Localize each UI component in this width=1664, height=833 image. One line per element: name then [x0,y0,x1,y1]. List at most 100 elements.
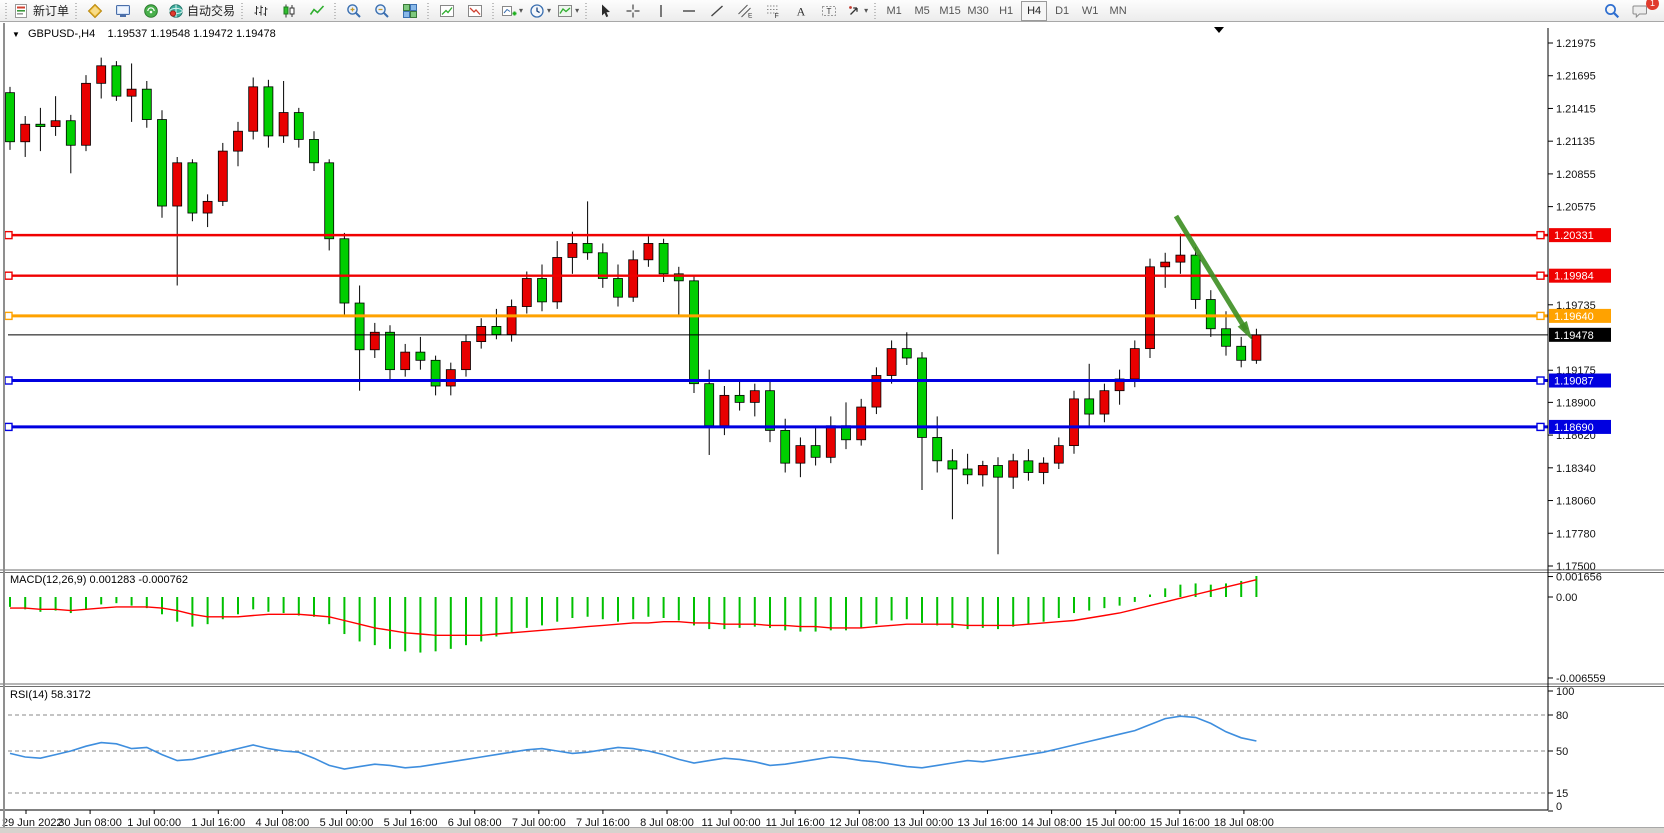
candle-body [1251,334,1262,361]
candle-body [96,65,107,84]
toolbar-grip[interactable] [74,2,80,19]
candle-body [780,430,791,464]
timeframe-m15-button[interactable]: M15 [939,4,961,17]
line-handle[interactable] [4,311,13,321]
text-label-button[interactable]: T [815,0,843,22]
window-bottom-frame [0,827,1664,833]
horizontal-line-button[interactable] [675,0,703,22]
date-tick-label: 15 Jul 16:00 [1150,817,1210,829]
price-tick-label: 1.18900 [1556,397,1596,409]
indicator-window-button[interactable] [433,0,461,22]
candle-body [278,112,289,137]
new-order-button[interactable]: 新订单 [11,0,72,22]
price-line-label-bg [1549,268,1611,283]
candle-body [537,278,547,303]
price-line-label-bg [1549,308,1611,323]
chart-bars-button[interactable] [247,0,275,22]
date-tick-label: 13 Jul 16:00 [958,817,1018,829]
toolbar-grip[interactable] [333,2,339,19]
periods-button[interactable]: ▾ [526,0,554,22]
trendline-icon [711,4,724,17]
candle-body [521,278,532,307]
zoom-out-button[interactable] [368,0,396,22]
candles-icon [283,4,295,17]
text-button[interactable]: A [787,0,815,22]
line-handle[interactable] [1536,376,1545,385]
market-watch-button[interactable] [81,0,109,22]
dropdown-arrow-icon[interactable]: ▾ [864,6,869,15]
timeframe-m30-button[interactable]: M30 [967,4,989,17]
navigator-button[interactable] [137,0,165,22]
macd-axis-label: 0.001656 [1556,572,1602,584]
chart-shift-marker[interactable] [1214,27,1224,33]
add-indicator-button[interactable]: ▾ [498,0,526,22]
dropdown-arrow-icon[interactable]: ▾ [575,6,580,15]
line-handle[interactable] [1536,271,1545,280]
toolbar-grip[interactable] [240,2,246,19]
timeframe-d1-button[interactable]: D1 [1055,4,1070,17]
chart-candles-button[interactable] [275,0,303,22]
toolbar-grip[interactable] [584,2,590,19]
trend-arrow-line[interactable] [1173,214,1249,332]
candle-body [749,390,760,403]
timeframe-m1-button[interactable]: M1 [886,4,902,17]
vline-icon [660,4,662,17]
line-handle[interactable] [4,422,13,432]
template-button[interactable]: ▾ [554,0,582,22]
candle-body [795,445,806,464]
line-handle[interactable] [4,376,13,385]
candle-body [126,88,137,97]
data-window-button[interactable] [109,0,137,22]
line-handle[interactable] [4,271,13,280]
timeframe-h4-button[interactable]: H4 [1021,0,1048,21]
rsi-axis-label: 80 [1556,710,1568,722]
cursor-icon [602,4,611,17]
toolbar-grip[interactable] [873,2,879,19]
chat-button[interactable]: 1 [1626,0,1659,22]
candle-body [1145,266,1155,350]
fibonacci-button[interactable]: F [759,0,787,22]
macd-pane-label: MACD(12,26,9) 0.001283 -0.000762 [10,574,188,586]
candle-body [65,120,76,146]
line-handle[interactable] [4,230,13,240]
arrows-button[interactable]: ▾ [843,0,871,22]
toolbar-grip[interactable] [426,2,432,19]
candle-body [1099,390,1110,415]
trendline-button[interactable] [703,0,731,22]
candle-body [309,139,319,164]
timeframe-m5-button[interactable]: M5 [914,4,930,17]
crosshair-button[interactable] [619,0,647,22]
line-handle[interactable] [1536,422,1545,432]
timeframe-w1-button[interactable]: W1 [1081,4,1099,17]
price-tick-label: 1.21135 [1556,136,1595,148]
zoom-in-button[interactable] [340,0,368,22]
line-handle[interactable] [1536,230,1545,240]
timeframe-mn-button[interactable]: MN [1109,4,1127,17]
tile-windows-button[interactable] [396,0,424,22]
dropdown-arrow-icon[interactable]: ▾ [519,6,524,15]
search-button[interactable] [1598,0,1626,22]
symbol-dropdown-icon[interactable]: ▼ [12,30,20,39]
trend-arrow-head[interactable] [1237,321,1253,341]
date-tick-label: 6 Jul 08:00 [448,817,502,829]
chart-line-button[interactable] [303,0,331,22]
dropdown-arrow-icon[interactable]: ▾ [547,6,552,15]
candle-body [324,162,335,240]
candle-body [673,273,684,282]
line-handle[interactable] [1536,311,1545,321]
new-order-label: 新订单 [33,4,70,18]
timeframe-h1-button[interactable]: H1 [999,4,1014,17]
autotrading-button[interactable]: 自动交易 [165,0,238,22]
vertical-line-button[interactable] [647,0,675,22]
profile-window-button[interactable] [461,0,489,22]
main-toolbar: 新订单 自动交易 ▾ ▾ ▾ E F A T ▾ M1 M5 M15 M30 H1 H4 D1 W1 MN 1 [0,0,1664,22]
equidistant-channel-button[interactable]: E [731,0,759,22]
candle-body [825,425,836,458]
cursor-button[interactable] [591,0,619,22]
date-tick-label: 30 Jun 08:00 [58,817,122,829]
candle-body [1236,345,1247,361]
toolbar-grip[interactable] [491,2,497,19]
toolbar-grip[interactable] [4,2,9,19]
rsi-axis-label: 0 [1556,801,1562,813]
